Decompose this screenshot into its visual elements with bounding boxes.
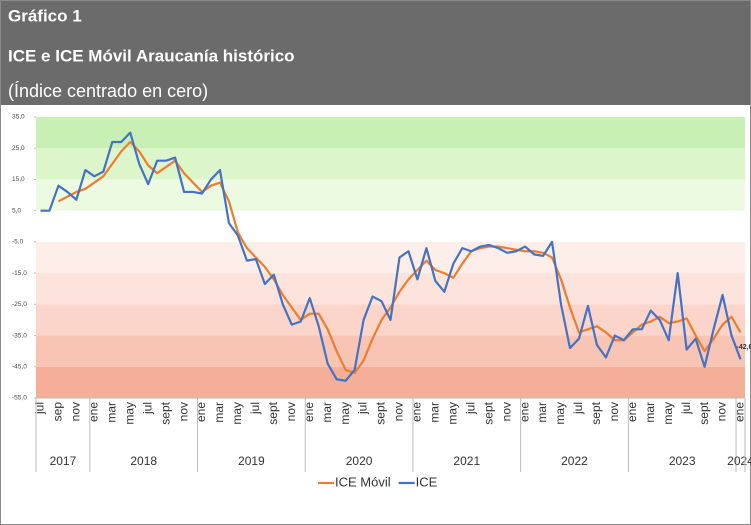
value-band	[36, 366, 745, 398]
x-tick-label: ene	[194, 402, 208, 422]
x-tick-label: may	[661, 402, 675, 425]
y-tick-label: -5,0	[12, 239, 24, 246]
x-tick-label: ene	[410, 402, 424, 422]
y-tick-label: -15,0	[12, 270, 27, 277]
x-tick-label: mar	[643, 402, 657, 423]
year-label: 2020	[346, 454, 373, 468]
x-tick-label: sept	[589, 401, 603, 424]
x-tick-label: jul	[356, 402, 370, 415]
x-tick-label: jul	[679, 402, 693, 415]
x-tick-label: nov	[499, 402, 513, 421]
chart-title: Gráfico 1	[8, 6, 82, 25]
year-label: 2024	[727, 454, 751, 468]
y-tick-label: 15,0	[12, 176, 25, 183]
y-tick-label: -25,0	[12, 301, 27, 308]
x-tick-label: mar	[104, 402, 118, 423]
header-band	[0, 0, 751, 105]
x-tick-label: ene	[517, 402, 531, 422]
x-tick-label: nov	[607, 402, 621, 421]
value-band	[36, 335, 745, 367]
x-tick-label: mar	[428, 402, 442, 423]
value-band	[36, 117, 745, 149]
x-tick-label: nov	[69, 402, 83, 421]
year-label: 2023	[669, 454, 696, 468]
y-tick-label: -45,0	[12, 363, 27, 370]
y-tick-label: 35,0	[12, 114, 25, 121]
value-band	[36, 210, 745, 242]
y-tick-label: -55,0	[12, 395, 27, 402]
x-tick-label: sept	[481, 401, 495, 424]
x-tick-label: may	[122, 402, 136, 425]
chart-note: (Índice centrado en cero)	[8, 81, 208, 101]
x-tick-label: sept	[266, 401, 280, 424]
x-tick-label: sep	[51, 402, 65, 422]
x-tick-label: nov	[392, 402, 406, 421]
value-band	[36, 179, 745, 211]
legend-label: ICE Móvil	[335, 474, 391, 489]
y-tick-label: 5,0	[12, 207, 21, 214]
year-label: 2017	[50, 454, 77, 468]
y-tick-label: -35,0	[12, 332, 27, 339]
chart-subtitle: ICE e ICE Móvil Araucanía histórico	[8, 46, 295, 65]
x-tick-label: may	[230, 402, 244, 425]
series-line	[40, 131, 742, 382]
data-label: -42,6	[737, 344, 751, 351]
x-tick-label: jul	[571, 402, 585, 415]
x-tick-label: ene	[87, 402, 101, 422]
value-band	[36, 241, 745, 274]
x-tick-label: may	[338, 402, 352, 425]
y-tick-label: 25,0	[12, 145, 25, 152]
year-label: 2022	[561, 454, 588, 468]
x-tick-label: nov	[715, 402, 729, 421]
year-label: 2021	[453, 454, 480, 468]
x-tick-label: ene	[302, 402, 316, 422]
value-band	[36, 148, 745, 180]
x-tick-label: jul	[248, 402, 262, 415]
year-label: 2018	[130, 454, 157, 468]
x-tick-label: nov	[176, 402, 190, 421]
x-tick-label: nov	[284, 402, 298, 421]
x-tick-label: sept	[374, 401, 388, 424]
x-tick-label: jul	[33, 402, 47, 415]
legend-label: ICE	[416, 474, 438, 489]
x-tick-label: ene	[625, 402, 639, 422]
x-tick-label: jul	[463, 402, 477, 415]
x-tick-label: may	[445, 402, 459, 425]
x-tick-label: mar	[535, 402, 549, 423]
value-band	[36, 273, 745, 305]
x-tick-label: sept	[697, 401, 711, 424]
x-tick-label: may	[553, 402, 567, 425]
x-tick-label: mar	[320, 402, 334, 423]
x-tick-label: sept	[158, 401, 172, 424]
year-label: 2019	[238, 454, 265, 468]
x-tick-label: jul	[140, 402, 154, 415]
x-tick-label: mar	[212, 402, 226, 423]
